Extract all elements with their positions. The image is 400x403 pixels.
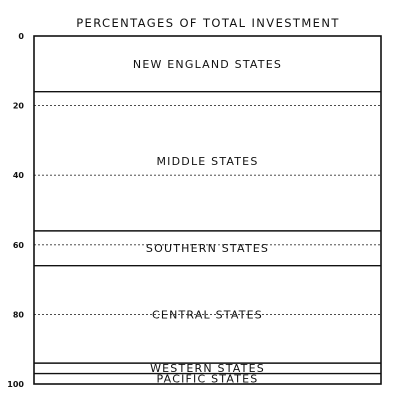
segment-label: PACIFIC STATES [157, 372, 259, 385]
y-tick-label: 100 [7, 380, 24, 389]
y-tick-label: 80 [13, 310, 25, 319]
chart-frame [33, 35, 382, 385]
chart-title: PERCENTAGES OF TOTAL INVESTMENT [76, 16, 340, 30]
grid-layer [34, 105, 381, 315]
segment-label: WESTERN STATES [150, 362, 265, 375]
y-tick-label: 0 [18, 32, 24, 41]
segment-label: SOUTHERN STATES [146, 242, 269, 255]
y-axis-ticks: 0 20 40 60 80 100 [7, 32, 24, 389]
y-tick-label: 20 [13, 102, 25, 111]
segment-label: MIDDLE STATES [156, 155, 258, 168]
segments-layer: NEW ENGLAND STATES MIDDLE STATES SOUTHERN … [34, 58, 381, 385]
y-tick-label: 40 [13, 171, 25, 180]
segment-label: NEW ENGLAND STATES [133, 58, 282, 71]
segment-label: CENTRAL STATES [152, 308, 263, 321]
y-tick-label: 60 [13, 241, 25, 250]
